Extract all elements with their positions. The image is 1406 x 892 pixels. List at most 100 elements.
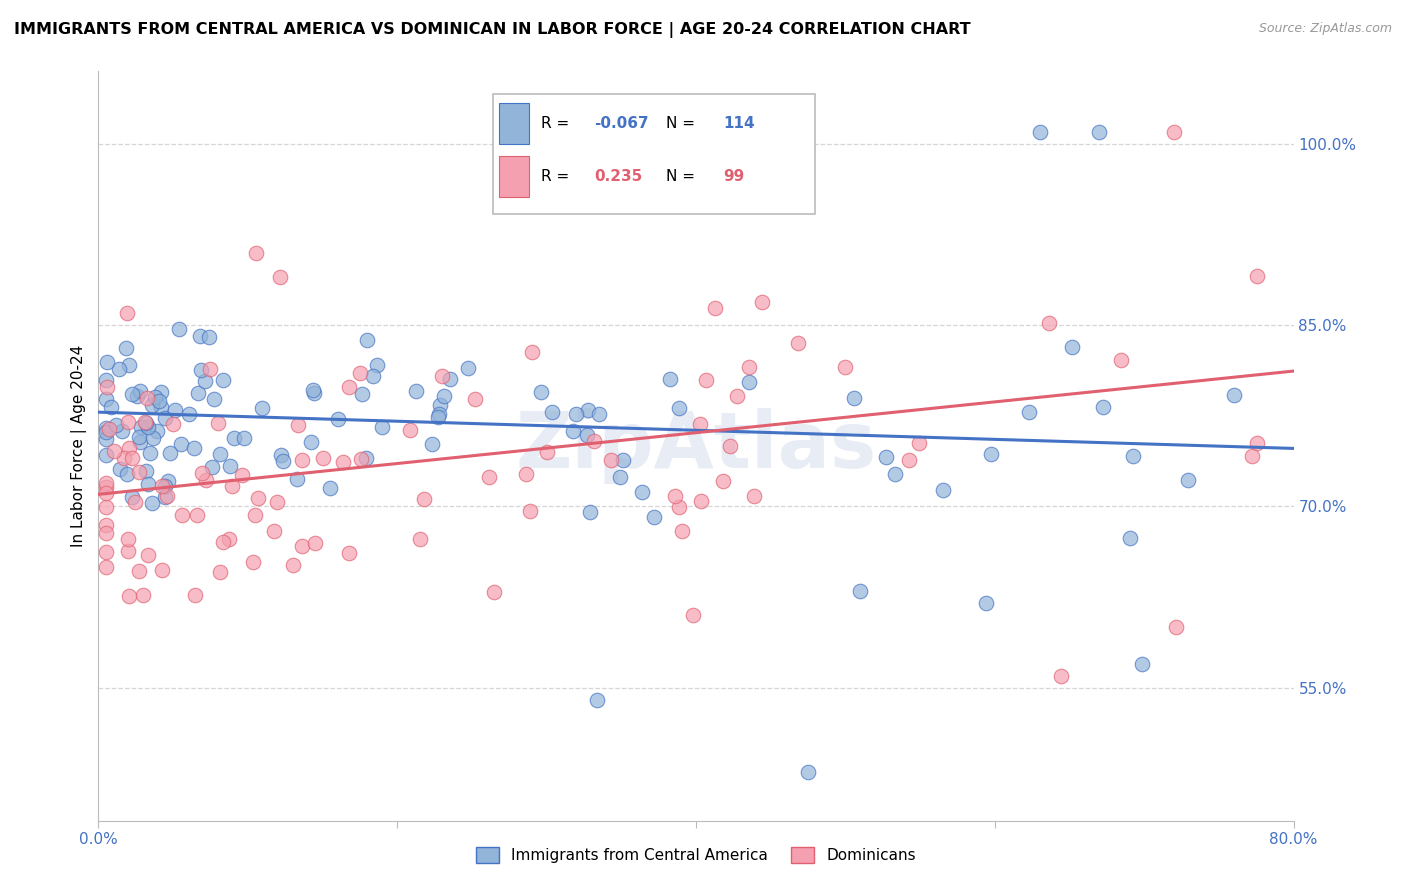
Point [94,392,117,406]
Point [94,526,117,541]
Point [582,434,605,449]
Point [612,453,634,467]
Point [117,415,139,429]
Point [668,500,690,514]
Point [94,560,117,574]
Point [1018,404,1040,418]
Point [202,392,225,406]
Point [725,389,748,403]
Point [131,419,153,434]
Point [1163,125,1185,139]
Point [136,419,159,434]
Point [668,401,690,416]
Point [439,372,461,386]
Point [312,451,335,466]
Legend: Immigrants from Central America, Dominicans: Immigrants from Central America, Dominic… [470,841,922,869]
Point [266,495,288,509]
Point [974,596,997,610]
Point [332,455,354,469]
Text: ZipAtlas: ZipAtlas [516,408,876,484]
Point [159,446,181,460]
Point [482,584,505,599]
Point [883,467,905,481]
Bar [499,155,529,197]
Point [579,505,602,519]
Point [163,403,186,417]
Point [561,424,583,438]
Point [118,441,141,455]
Point [478,470,501,484]
Point [94,432,117,446]
Point [100,400,122,414]
Point [285,472,308,486]
Point [273,454,295,468]
Point [711,474,734,488]
Point [433,389,456,403]
Point [94,421,117,435]
Point [304,536,326,550]
Point [349,366,371,380]
Point [118,589,141,603]
Point [121,451,143,466]
Point [299,435,322,450]
Text: N =: N = [666,116,700,131]
Point [127,389,149,403]
Point [427,407,450,421]
Point [162,417,184,431]
Point [1246,268,1268,283]
Point [136,391,159,405]
Point [371,420,394,434]
Point [183,441,205,455]
Point [738,376,761,390]
Point [141,399,163,413]
Point [243,508,266,522]
Point [405,384,427,399]
Point [156,474,179,488]
Point [149,384,172,399]
Point [980,447,1002,461]
Point [263,524,285,539]
Point [751,295,773,310]
Point [115,306,138,320]
Point [112,450,135,465]
Point [117,467,139,482]
Point [152,478,174,492]
Point [128,465,150,479]
Point [664,489,686,503]
Point [529,385,551,400]
Point [302,383,325,397]
Point [1050,668,1073,682]
Point [139,446,162,460]
Text: IMMIGRANTS FROM CENTRAL AMERICA VS DOMINICAN IN LABOR FORCE | AGE 20-24 CORRELAT: IMMIGRANTS FROM CENTRAL AMERICA VS DOMIN… [14,22,970,38]
Point [94,448,117,462]
Point [108,462,131,476]
Point [337,546,360,560]
Text: 0.235: 0.235 [595,169,643,184]
Point [536,445,558,459]
Point [690,494,713,508]
Point [457,360,479,375]
Point [98,421,121,435]
Text: R =: R = [541,169,579,184]
Point [250,401,273,415]
Point [231,467,253,482]
Text: Source: ZipAtlas.com: Source: ZipAtlas.com [1258,22,1392,36]
Point [94,485,117,500]
Point [1109,353,1132,368]
Point [522,344,544,359]
Point [245,245,267,260]
Point [145,424,167,438]
Point [682,608,704,623]
Point [1166,620,1188,634]
Point [186,385,208,400]
Point [844,391,866,405]
Point [247,491,270,506]
Point [105,418,128,433]
Point [600,452,623,467]
Point [875,450,897,464]
Point [932,483,955,498]
Point [121,387,143,401]
Point [194,473,217,487]
Point [787,336,810,351]
Point [103,443,125,458]
